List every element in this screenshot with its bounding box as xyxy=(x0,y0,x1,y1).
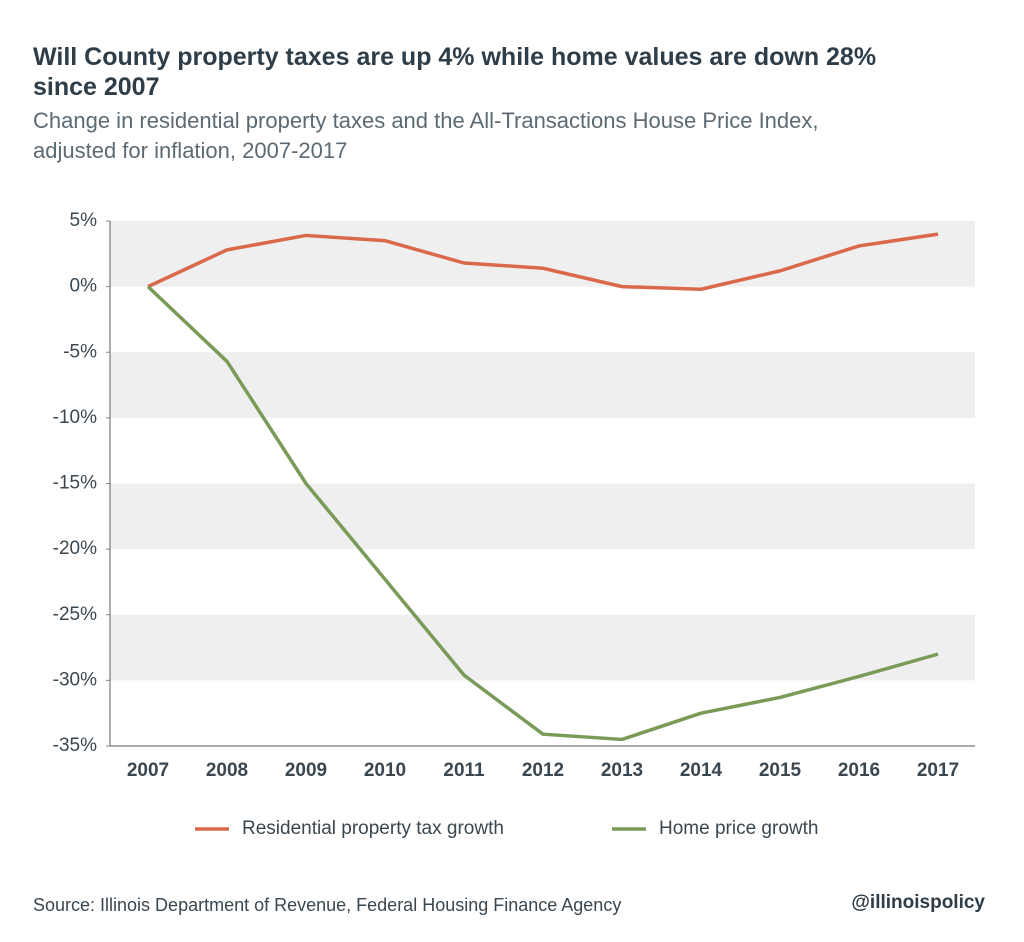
x-tick-label: 2015 xyxy=(759,760,802,781)
x-tick-label: 2017 xyxy=(917,760,959,781)
line xyxy=(146,285,939,742)
x-tick-label: 2012 xyxy=(522,760,564,781)
x-tick-label: 2010 xyxy=(364,760,406,781)
chart-subtitle: Change in residential property taxes and… xyxy=(33,108,819,163)
y-tick-label: -5% xyxy=(63,341,97,362)
grid-band xyxy=(110,221,975,287)
y-tick-label: -35% xyxy=(53,735,97,756)
grid-band xyxy=(110,614,975,681)
x-tick-label: 2014 xyxy=(680,760,723,781)
legend-label: Home price growth xyxy=(659,818,818,839)
y-tick-label: -30% xyxy=(53,669,97,690)
y-tick-label: 0% xyxy=(70,276,98,297)
x-tick-label: 2016 xyxy=(838,760,880,781)
x-tick-label: 2008 xyxy=(206,760,248,781)
credit: @illinoispolicy xyxy=(851,892,985,913)
x-tick-label: 2007 xyxy=(127,760,169,781)
grid-band xyxy=(110,352,975,418)
y-tick-label: -20% xyxy=(53,538,97,559)
x-tick-label: 2011 xyxy=(443,760,485,781)
x-tick-label: 2009 xyxy=(285,760,327,781)
source: Source: Illinois Department of Revenue, … xyxy=(33,895,621,915)
y-tick-label: 5% xyxy=(70,210,98,231)
y-tick-label: -10% xyxy=(53,407,97,428)
y-tick-label: -25% xyxy=(53,604,97,625)
y-tick-label: -15% xyxy=(53,473,97,494)
x-tick-label: 2013 xyxy=(601,760,643,781)
legend-label: Residential property tax growth xyxy=(242,818,504,839)
line xyxy=(147,232,939,291)
grid-band xyxy=(110,483,975,550)
chart-title: Will County property taxes are up 4% whi… xyxy=(33,43,877,101)
